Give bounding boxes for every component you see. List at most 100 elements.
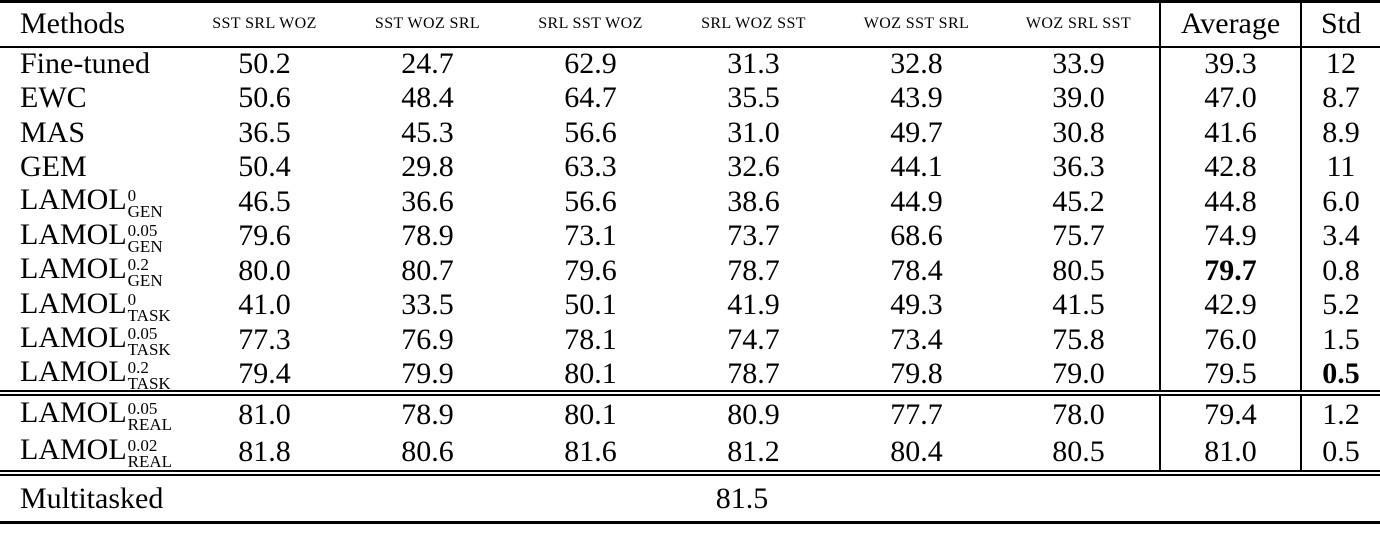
cell-value: 78.0 (1052, 397, 1105, 431)
cell-value: 33.5 (401, 288, 454, 322)
method-label: GEM (20, 150, 87, 184)
cell-value: 41.5 (1052, 288, 1105, 322)
col-header-average: Average (1159, 1, 1301, 47)
cell-value: 62.9 (564, 47, 617, 81)
cell-average: 44.8 (1159, 184, 1301, 219)
method-scripts: 0.05 REAL (127, 400, 173, 435)
empty-cell (1301, 473, 1380, 522)
cell-value: 80.5 (1052, 253, 1105, 287)
method-name: LAMOL (20, 433, 127, 467)
method-name: LAMOL (20, 217, 127, 251)
method-subscript: TASK (127, 305, 171, 325)
method-subscript: TASK (127, 374, 171, 394)
cell-value: 80.7 (401, 253, 454, 287)
method-label: LAMOL 0 GEN (0, 183, 183, 221)
table-row-lamol-task-02: LAMOL 0.2 TASK 79.4 79.9 80.1 78.7 79.8 79… (0, 355, 1380, 394)
cell-std: 3.4 (1300, 219, 1380, 254)
table-row-ewc: EWC 50.6 48.4 64.7 35.5 43.9 39.0 47.0 8… (0, 81, 1380, 116)
cell-value: 35.5 (727, 81, 780, 115)
cell-value: 68.6 (890, 219, 943, 253)
method-name: LAMOL (20, 183, 127, 217)
cell-average: 76.0 (1159, 322, 1301, 357)
cell-std: 1.2 (1300, 393, 1380, 434)
method-subscript: REAL (127, 452, 173, 472)
cell-value: 32.8 (890, 47, 943, 81)
cell-value: 77.3 (238, 322, 291, 356)
cell-value: 38.6 (727, 184, 780, 218)
cell-value: 75.8 (1052, 322, 1105, 356)
table-row-lamol-gen-005: LAMOL 0.05 GEN 79.6 78.9 73.1 73.7 68.6 75… (0, 217, 1380, 255)
method-name: LAMOL (20, 396, 127, 430)
cell-value: 36.3 (1052, 150, 1105, 184)
cell-average: 39.3 (1159, 46, 1301, 81)
cell-average-best: 79.7 (1159, 253, 1301, 288)
cell-value: 31.0 (727, 115, 780, 149)
cell-std: 11 (1300, 150, 1380, 185)
cell-value: 77.7 (890, 397, 943, 431)
cell-value: 81.8 (238, 434, 291, 468)
method-subscript: REAL (127, 415, 173, 435)
cell-value: 75.7 (1052, 219, 1105, 253)
method-scripts: 0.05 TASK (127, 325, 171, 360)
cell-std: 6.0 (1300, 184, 1380, 219)
table-row-gem: GEM 50.4 29.8 63.3 32.6 44.1 36.3 42.8 1… (0, 150, 1380, 185)
cell-value: 81.0 (238, 397, 291, 431)
col-header-methods: Methods (20, 7, 125, 41)
method-label: Multitasked (20, 481, 164, 515)
method-label: LAMOL 0.2 GEN (0, 254, 183, 291)
cell-std: 8.7 (1300, 81, 1380, 116)
cell-value: 49.3 (890, 288, 943, 322)
col-header-order-6: WOZ SRL SST (1025, 15, 1132, 33)
cell-std: 5.2 (1300, 288, 1380, 323)
cell-value: 79.6 (238, 219, 291, 253)
table-row-multitasked: Multitasked 81.5 (0, 473, 1380, 522)
cell-value: 80.1 (564, 397, 617, 431)
table-row-lamol-gen-0: LAMOL 0 GEN 46.5 36.6 56.6 38.6 44.9 45.2 … (0, 183, 1380, 221)
method-label: EWC (20, 81, 87, 115)
col-header-order-3: SRL SST WOZ (538, 15, 643, 33)
col-header-order-1: SST SRL WOZ (212, 15, 317, 33)
results-table: Methods SST SRL WOZ SST WOZ SRL SRL SST … (0, 0, 1380, 524)
cell-average: 79.4 (1159, 393, 1301, 434)
cell-value: 45.2 (1052, 184, 1105, 218)
method-label: LAMOL 0.05 TASK (0, 323, 183, 360)
method-subscript: TASK (127, 340, 171, 360)
method-superscript: 0 (127, 289, 137, 309)
cell-value: 50.2 (238, 47, 291, 81)
cell-value: 33.9 (1052, 47, 1105, 81)
cell-value: 78.4 (890, 253, 943, 287)
cell-value: 63.3 (564, 150, 617, 184)
cell-value: 30.8 (1052, 115, 1105, 149)
cell-value: 73.4 (890, 322, 943, 356)
method-scripts: 0.2 TASK (127, 357, 171, 394)
cell-value: 50.1 (564, 288, 617, 322)
method-superscript: 0.2 (127, 357, 149, 377)
method-label: LAMOL 0.02 REAL (0, 433, 183, 473)
table-row-lamol-task-005: LAMOL 0.05 TASK 77.3 76.9 78.1 74.7 73.4 7… (0, 322, 1380, 360)
method-scripts: 0.05 GEN (128, 222, 163, 255)
cell-value: 78.7 (727, 356, 780, 390)
cell-value: 49.7 (890, 115, 943, 149)
cell-value: 79.4 (238, 356, 291, 390)
cell-std: 12 (1300, 46, 1380, 81)
method-label: LAMOL 0 TASK (0, 288, 183, 325)
cell-value: 36.5 (238, 115, 291, 149)
cell-value: 46.5 (238, 184, 291, 218)
method-subscript: GEN (127, 271, 163, 291)
method-label: MAS (20, 115, 86, 149)
cell-average: 79.5 (1159, 357, 1301, 394)
cell-value: 36.6 (401, 184, 454, 218)
cell-value: 64.7 (564, 81, 617, 115)
method-name: LAMOL (20, 355, 127, 388)
table-row-lamol-real-002: LAMOL 0.02 REAL 81.8 80.6 81.6 81.2 80.4 8… (0, 433, 1380, 474)
table-row-fine-tuned: Fine-tuned 50.2 24.7 62.9 31.3 32.8 33.9… (0, 46, 1380, 81)
col-header-order-5: WOZ SST SRL (863, 15, 970, 33)
method-label: LAMOL 0.05 REAL (0, 393, 183, 435)
cell-std: 0.8 (1300, 253, 1380, 288)
cell-value: 80.6 (401, 434, 454, 468)
col-header-std: Std (1300, 1, 1380, 47)
cell-value: 44.9 (890, 184, 943, 218)
cell-value: 80.5 (1052, 434, 1105, 468)
cell-value: 41.0 (238, 288, 291, 322)
cell-average: 41.6 (1159, 115, 1301, 150)
